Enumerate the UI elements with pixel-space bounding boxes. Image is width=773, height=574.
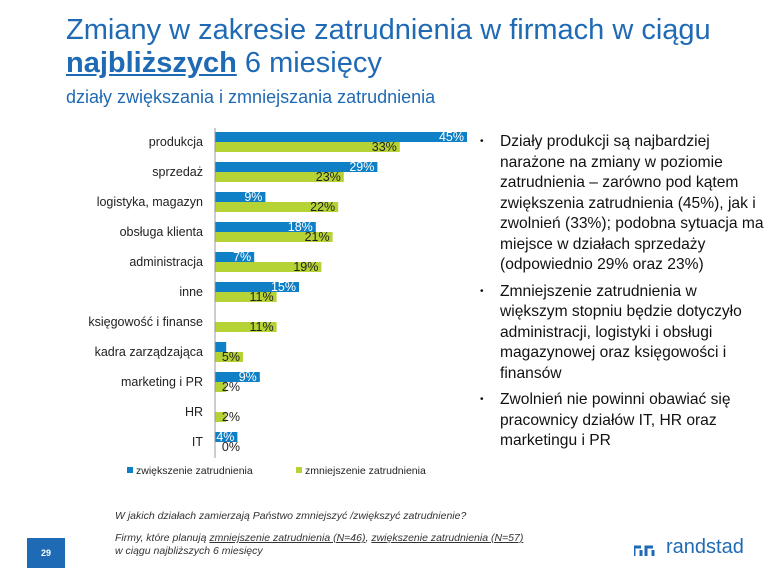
- legend-label-increase: zwiększenie zatrudnienia: [136, 465, 253, 477]
- bar-decrease-label: 23%: [316, 170, 341, 184]
- bar-increase-label: 45%: [439, 130, 464, 144]
- bullet-dot-icon: •: [480, 285, 484, 297]
- bar-decrease-label: 5%: [222, 350, 240, 364]
- bullet-text: Działy produkcji są najbardziej narażone…: [500, 133, 764, 273]
- randstad-logo: randstad: [634, 536, 744, 559]
- bar-decrease-label: 11%: [250, 320, 274, 334]
- footnote-line2: w ciągu najbliższych 6 miesięcy: [115, 545, 263, 557]
- bar-decrease-label: 19%: [293, 260, 318, 274]
- bar-increase: [215, 282, 299, 292]
- bar-increase-label: 7%: [233, 250, 251, 264]
- title-highlight: najbliższych: [66, 47, 237, 79]
- category-label: kadra zarządzająca: [95, 345, 203, 359]
- bar-increase: [215, 192, 266, 202]
- bullet-dot-icon: •: [480, 394, 484, 405]
- category-label: marketing i PR: [121, 375, 203, 389]
- bar-increase-label: 9%: [244, 190, 262, 204]
- category-label: inne: [179, 285, 203, 299]
- bar-decrease: [215, 412, 227, 422]
- bar-decrease-label: 21%: [305, 230, 330, 244]
- title-rest: 6 miesięcy: [236, 47, 382, 79]
- randstad-logo-icon: [634, 545, 655, 556]
- footnote-part2: zwiększenie zatrudnienia (N=57): [371, 532, 524, 544]
- bar-decrease: [215, 352, 243, 362]
- legend-swatch-decrease: [296, 467, 302, 473]
- category-label: IT: [192, 435, 203, 449]
- logo-text: randstad: [666, 536, 744, 558]
- bar-decrease: [215, 382, 227, 392]
- bar-increase-label: 15%: [271, 280, 296, 294]
- bar-decrease-label: 0%: [222, 440, 240, 454]
- bar-increase: [215, 372, 260, 382]
- category-label: logistyka, magazyn: [97, 195, 203, 209]
- bar-decrease-label: 33%: [372, 140, 397, 154]
- bar-increase: [215, 252, 255, 262]
- bar-chart: produkcja 45% 33% sprzedaż 29% 23% logistyka, …: [88, 128, 467, 477]
- bar-increase: [215, 222, 316, 232]
- bullet-item: • Działy produkcji są najbardziej narażon…: [478, 132, 768, 276]
- category-label: sprzedaż: [152, 165, 203, 179]
- bullet-list: • Działy produkcji są najbardziej narażon…: [478, 132, 768, 458]
- bullet-text: Zwolnień nie powinni obawiać się pracown…: [500, 391, 731, 449]
- category-label: HR: [185, 405, 203, 419]
- title-line1: Zmiany w zakresie zatrudnienia w firmach…: [66, 14, 711, 46]
- bar-decrease: [215, 292, 277, 302]
- bar-increase-label: 29%: [349, 160, 374, 174]
- bar-decrease-label: 22%: [310, 200, 335, 214]
- bullet-item: • Zmniejszenie zatrudnienia w większym st…: [478, 282, 768, 385]
- bullet-text: Zmniejszenie zatrudnienia w większym sto…: [500, 282, 742, 382]
- category-label: księgowość i finanse: [88, 315, 203, 329]
- page-subtitle: działy zwiększania i zmniejszania zatrud…: [66, 87, 436, 107]
- category-label: obsługa klienta: [120, 225, 203, 239]
- bar-increase: [215, 132, 467, 142]
- footnote: Firmy, które planują zmniejszenie zatrud…: [115, 532, 523, 558]
- page-number: 29: [27, 538, 65, 568]
- footnote-prefix: Firmy, które planują: [115, 532, 210, 544]
- bar-increase-label: 4%: [216, 430, 234, 444]
- bar-decrease-label: 2%: [222, 380, 240, 394]
- bar-increase: [215, 432, 238, 442]
- bar-decrease: [215, 142, 400, 152]
- footnote-part1: zmniejszenie zatrudnienia (N=46): [209, 532, 366, 544]
- bar-decrease: [215, 202, 339, 212]
- category-label: administracja: [129, 255, 203, 269]
- bar-increase: [215, 342, 227, 352]
- bar-increase-label: 9%: [239, 370, 257, 384]
- page-title: Zmiany w zakresie zatrudnienia w firmach…: [66, 14, 756, 80]
- bar-decrease-label: 11%: [250, 290, 274, 304]
- bar-decrease: [215, 172, 344, 182]
- survey-question: W jakich działach zamierzają Państwo zmn…: [115, 510, 467, 522]
- bar-increase: [215, 162, 378, 172]
- bar-decrease: [215, 322, 277, 332]
- bar-decrease: [215, 262, 322, 272]
- footnote-sep: ,: [365, 532, 372, 544]
- category-label: produkcja: [149, 135, 203, 149]
- bullet-dot-icon: •: [480, 136, 484, 147]
- legend-swatch-increase: [127, 467, 133, 473]
- bar-increase-label: 18%: [288, 220, 313, 234]
- legend-label-decrease: zmniejszenie zatrudnienia: [305, 465, 426, 477]
- bullet-item: • Zwolnień nie powinni obawiać się pracow…: [478, 390, 768, 452]
- bar-decrease-label: 2%: [222, 410, 240, 424]
- bar-decrease: [215, 232, 333, 242]
